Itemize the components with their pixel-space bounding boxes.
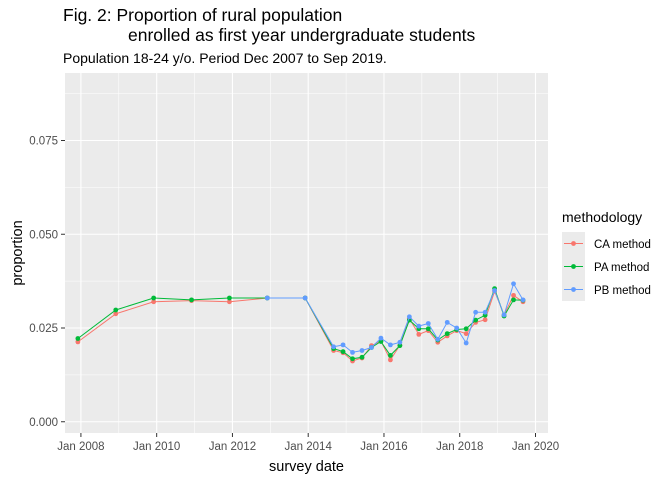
data-point-ca-method [75,339,81,345]
data-point-pb-method [435,336,441,342]
y-tick-label: 0.050 [29,229,58,241]
data-point-pb-method [378,335,384,341]
data-point-ca-method [463,331,469,337]
x-tick-label: Jan 2008 [57,441,104,453]
data-point-pb-method [416,323,422,329]
x-tick-label: Jan 2010 [133,441,180,453]
x-tick-label: Jan 2014 [285,441,333,453]
legend-key-point-ca-method [571,241,576,246]
data-point-pb-method [369,345,374,350]
data-point-ca-method [113,311,119,317]
data-point-pb-method [388,342,393,348]
data-point-pb-method [482,309,488,315]
data-point-pa-method [388,352,393,358]
data-point-pa-method [463,326,469,332]
data-point-pb-method [425,321,431,326]
chart-title-line-1: Fig. 2: Proportion of rural population [63,5,343,25]
data-point-pa-method [425,326,431,332]
data-point-ca-method [511,292,516,298]
data-point-pb-method [492,288,497,293]
data-point-pb-method [359,348,365,353]
legend-label-pb-method: PB method [594,285,651,297]
data-point-pa-method [189,297,194,303]
data-point-pa-method [397,343,403,349]
data-point-pb-method [520,297,526,303]
y-tick-label: 0.025 [29,323,58,335]
plot-panel [65,73,548,433]
data-point-pb-method [511,281,516,287]
data-point-ca-method [227,299,232,305]
data-point-ca-method [151,299,157,305]
data-point-pb-method [406,314,412,320]
chart-title-line-2: enrolled as first year undergraduate stu… [128,25,476,45]
data-point-ca-method [416,331,422,337]
data-point-pb-method [331,344,336,350]
data-point-pb-method [350,349,355,355]
data-point-pb-method [340,342,346,348]
data-point-pa-method [350,356,355,362]
legend-key-point-pb-method [571,287,576,292]
legend-title: methodology [562,209,642,225]
data-point-pb-method [454,325,460,331]
data-point-pa-method [444,331,450,337]
y-axis-title: proportion [10,220,26,285]
chart-subtitle: Population 18-24 y/o. Period Dec 2007 to… [63,50,387,66]
data-point-pb-method [397,339,403,345]
data-point-pa-method [378,339,384,344]
data-point-pa-method [75,336,81,341]
data-point-pa-method [113,307,119,313]
legend-label-pa-method: PA method [594,262,649,274]
data-point-pb-method [473,309,479,315]
legend-key-point-pa-method [571,264,576,269]
data-point-pa-method [359,354,365,360]
legend-label-ca-method: CA method [594,239,651,251]
data-point-ca-method [388,357,393,363]
x-tick-label: Jan 2020 [512,441,559,453]
data-point-pb-method [264,295,270,301]
data-point-pb-method [463,340,469,346]
x-tick-label: Jan 2018 [436,441,483,453]
data-point-pb-method [501,312,507,318]
series-line-pa-method [77,287,524,360]
data-point-pa-method [151,295,157,301]
y-tick-label: 0.000 [29,417,58,429]
data-point-pb-method [302,295,308,301]
y-tick-label: 0.075 [29,136,58,148]
x-tick-label: Jan 2016 [360,441,407,453]
data-point-ca-method [482,317,488,323]
x-axis-title: survey date [269,459,344,475]
x-tick-label: Jan 2012 [209,441,256,453]
data-point-pa-method [473,317,479,323]
data-point-pa-method [340,349,346,355]
data-point-pb-method [444,319,450,325]
series-line-ca-method [77,289,524,362]
data-point-pa-method [511,297,516,303]
data-point-pa-method [227,295,232,301]
